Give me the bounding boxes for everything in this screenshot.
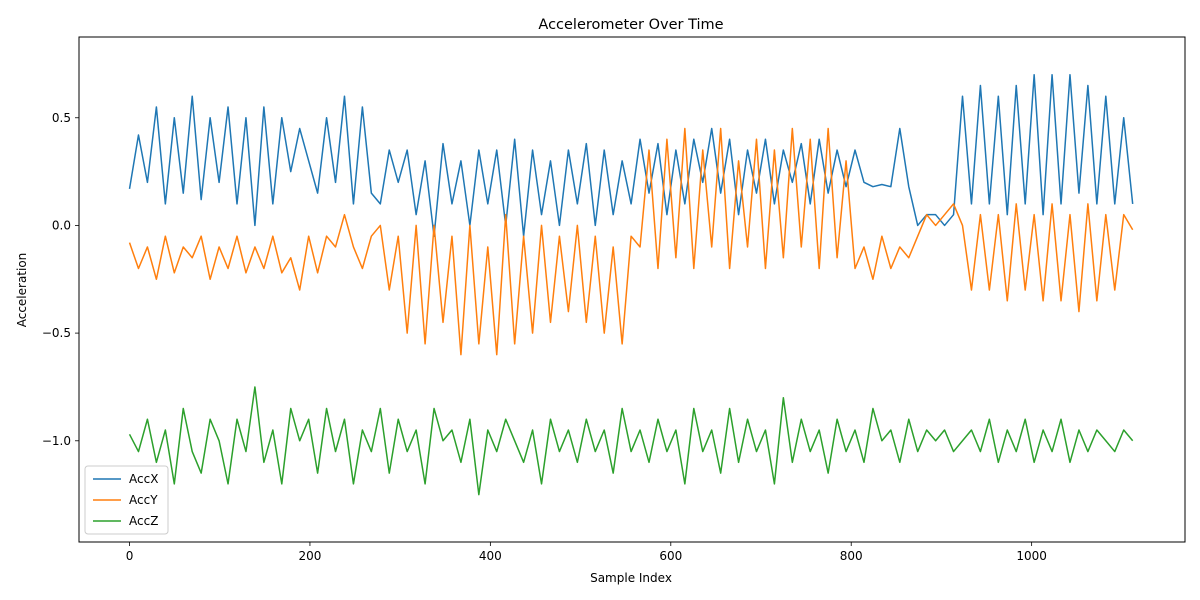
chart-title: Accelerometer Over Time (538, 17, 723, 33)
x-tick-label: 600 (659, 549, 682, 563)
y-tick-label: −0.5 (42, 326, 71, 340)
x-tick-label: 1000 (1016, 549, 1047, 563)
plot-frame (78, 36, 1186, 543)
y-axis: 0.5 0.0 −0.5 −1.0 (42, 111, 79, 448)
x-axis: 0 200 400 600 800 1000 (126, 542, 1047, 563)
y-tick-label: 0.5 (52, 111, 71, 125)
y-tick-label: 0.0 (52, 218, 71, 232)
x-tick-label: 400 (479, 549, 502, 563)
series-line-accz (128, 386, 1134, 496)
plot-area (128, 73, 1134, 496)
legend-label-accz: AccZ (129, 514, 158, 528)
legend-label-accx: AccX (129, 472, 158, 486)
x-tick-label: 800 (840, 549, 863, 563)
x-tick-label: 200 (298, 549, 321, 563)
y-tick-label: −1.0 (42, 434, 71, 448)
series-line-accx (128, 73, 1134, 237)
series-line-accy (128, 127, 1134, 356)
y-axis-title: Acceleration (15, 253, 29, 328)
legend: AccX AccY AccZ (84, 465, 169, 535)
legend-label-accy: AccY (129, 493, 158, 507)
x-tick-label: 0 (126, 549, 134, 563)
legend-box (84, 465, 169, 535)
x-axis-title: Sample Index (590, 571, 672, 585)
